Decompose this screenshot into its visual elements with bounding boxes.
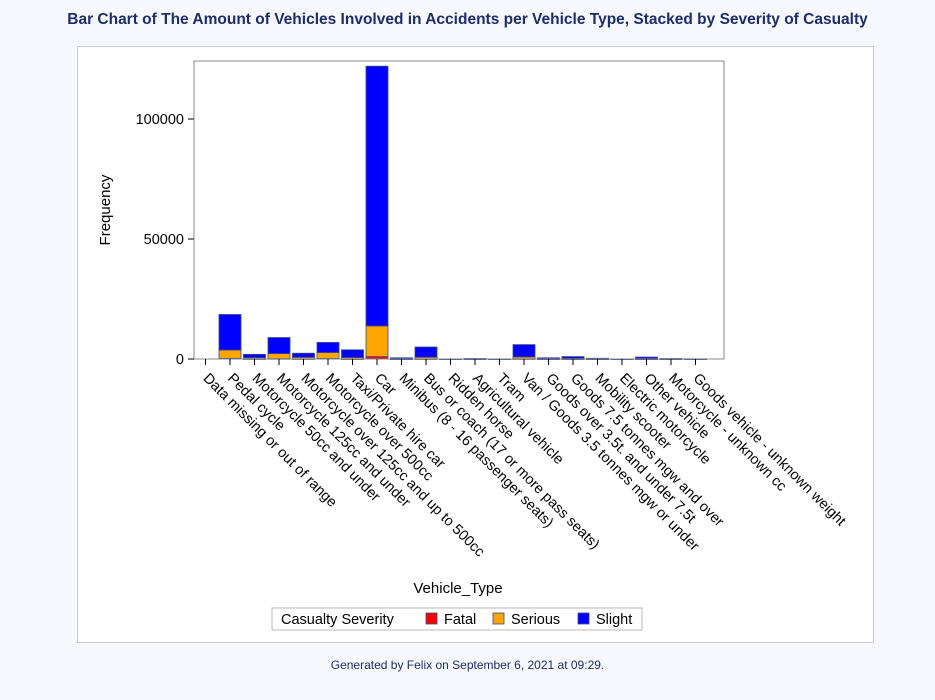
bar-slight-7 — [365, 65, 389, 327]
bar-serious-3 — [267, 353, 291, 360]
y-axis: 0 50000 100000 — [136, 112, 194, 368]
legend-swatch-fatal — [425, 612, 438, 625]
legend-label-serious: Serious — [511, 612, 560, 628]
x-axis-label: Vehicle_Type — [413, 580, 502, 597]
legend-entries: Fatal Serious Slight — [425, 612, 632, 628]
bar-slight-4 — [292, 352, 315, 358]
y-tick-label: 100000 — [136, 112, 184, 128]
bar-serious-5 — [316, 352, 340, 359]
bar-slight-18 — [635, 356, 658, 360]
chart-panel: 0 50000 100000 Data missing or out of rang… — [77, 46, 874, 643]
legend-swatch-slight — [577, 612, 590, 625]
bar-chart: 0 50000 100000 Data missing or out of rang… — [97, 60, 849, 631]
bar-slight-2 — [243, 353, 266, 359]
bar-slight-13 — [512, 344, 536, 358]
bar-slight-3 — [267, 337, 291, 354]
chart-title: Bar Chart of The Amount of Vehicles Invo… — [67, 11, 868, 28]
bar-serious-7 — [365, 325, 389, 358]
bar-slight-9 — [414, 346, 438, 358]
legend-label-fatal: Fatal — [444, 612, 476, 628]
footnote: Generated by Felix on September 6, 2021 … — [330, 658, 605, 672]
legend: Casualty Severity Fatal Serious Slight — [271, 607, 643, 631]
y-tick-label: 0 — [176, 352, 184, 368]
legend-label-slight: Slight — [596, 612, 632, 628]
legend-title: Casualty Severity — [281, 612, 395, 628]
plot-frame — [193, 60, 725, 360]
bar-slight-15 — [561, 356, 585, 360]
bar-serious-1 — [218, 349, 242, 359]
bar-slight-6 — [341, 349, 364, 358]
plot-bars — [194, 65, 707, 361]
y-tick-label: 50000 — [144, 232, 184, 248]
bar-slight-5 — [316, 342, 340, 353]
legend-box — [271, 607, 643, 631]
bar-slight-1 — [218, 314, 242, 351]
y-axis-label: Frequency — [97, 174, 114, 245]
legend-swatch-serious — [492, 612, 505, 625]
